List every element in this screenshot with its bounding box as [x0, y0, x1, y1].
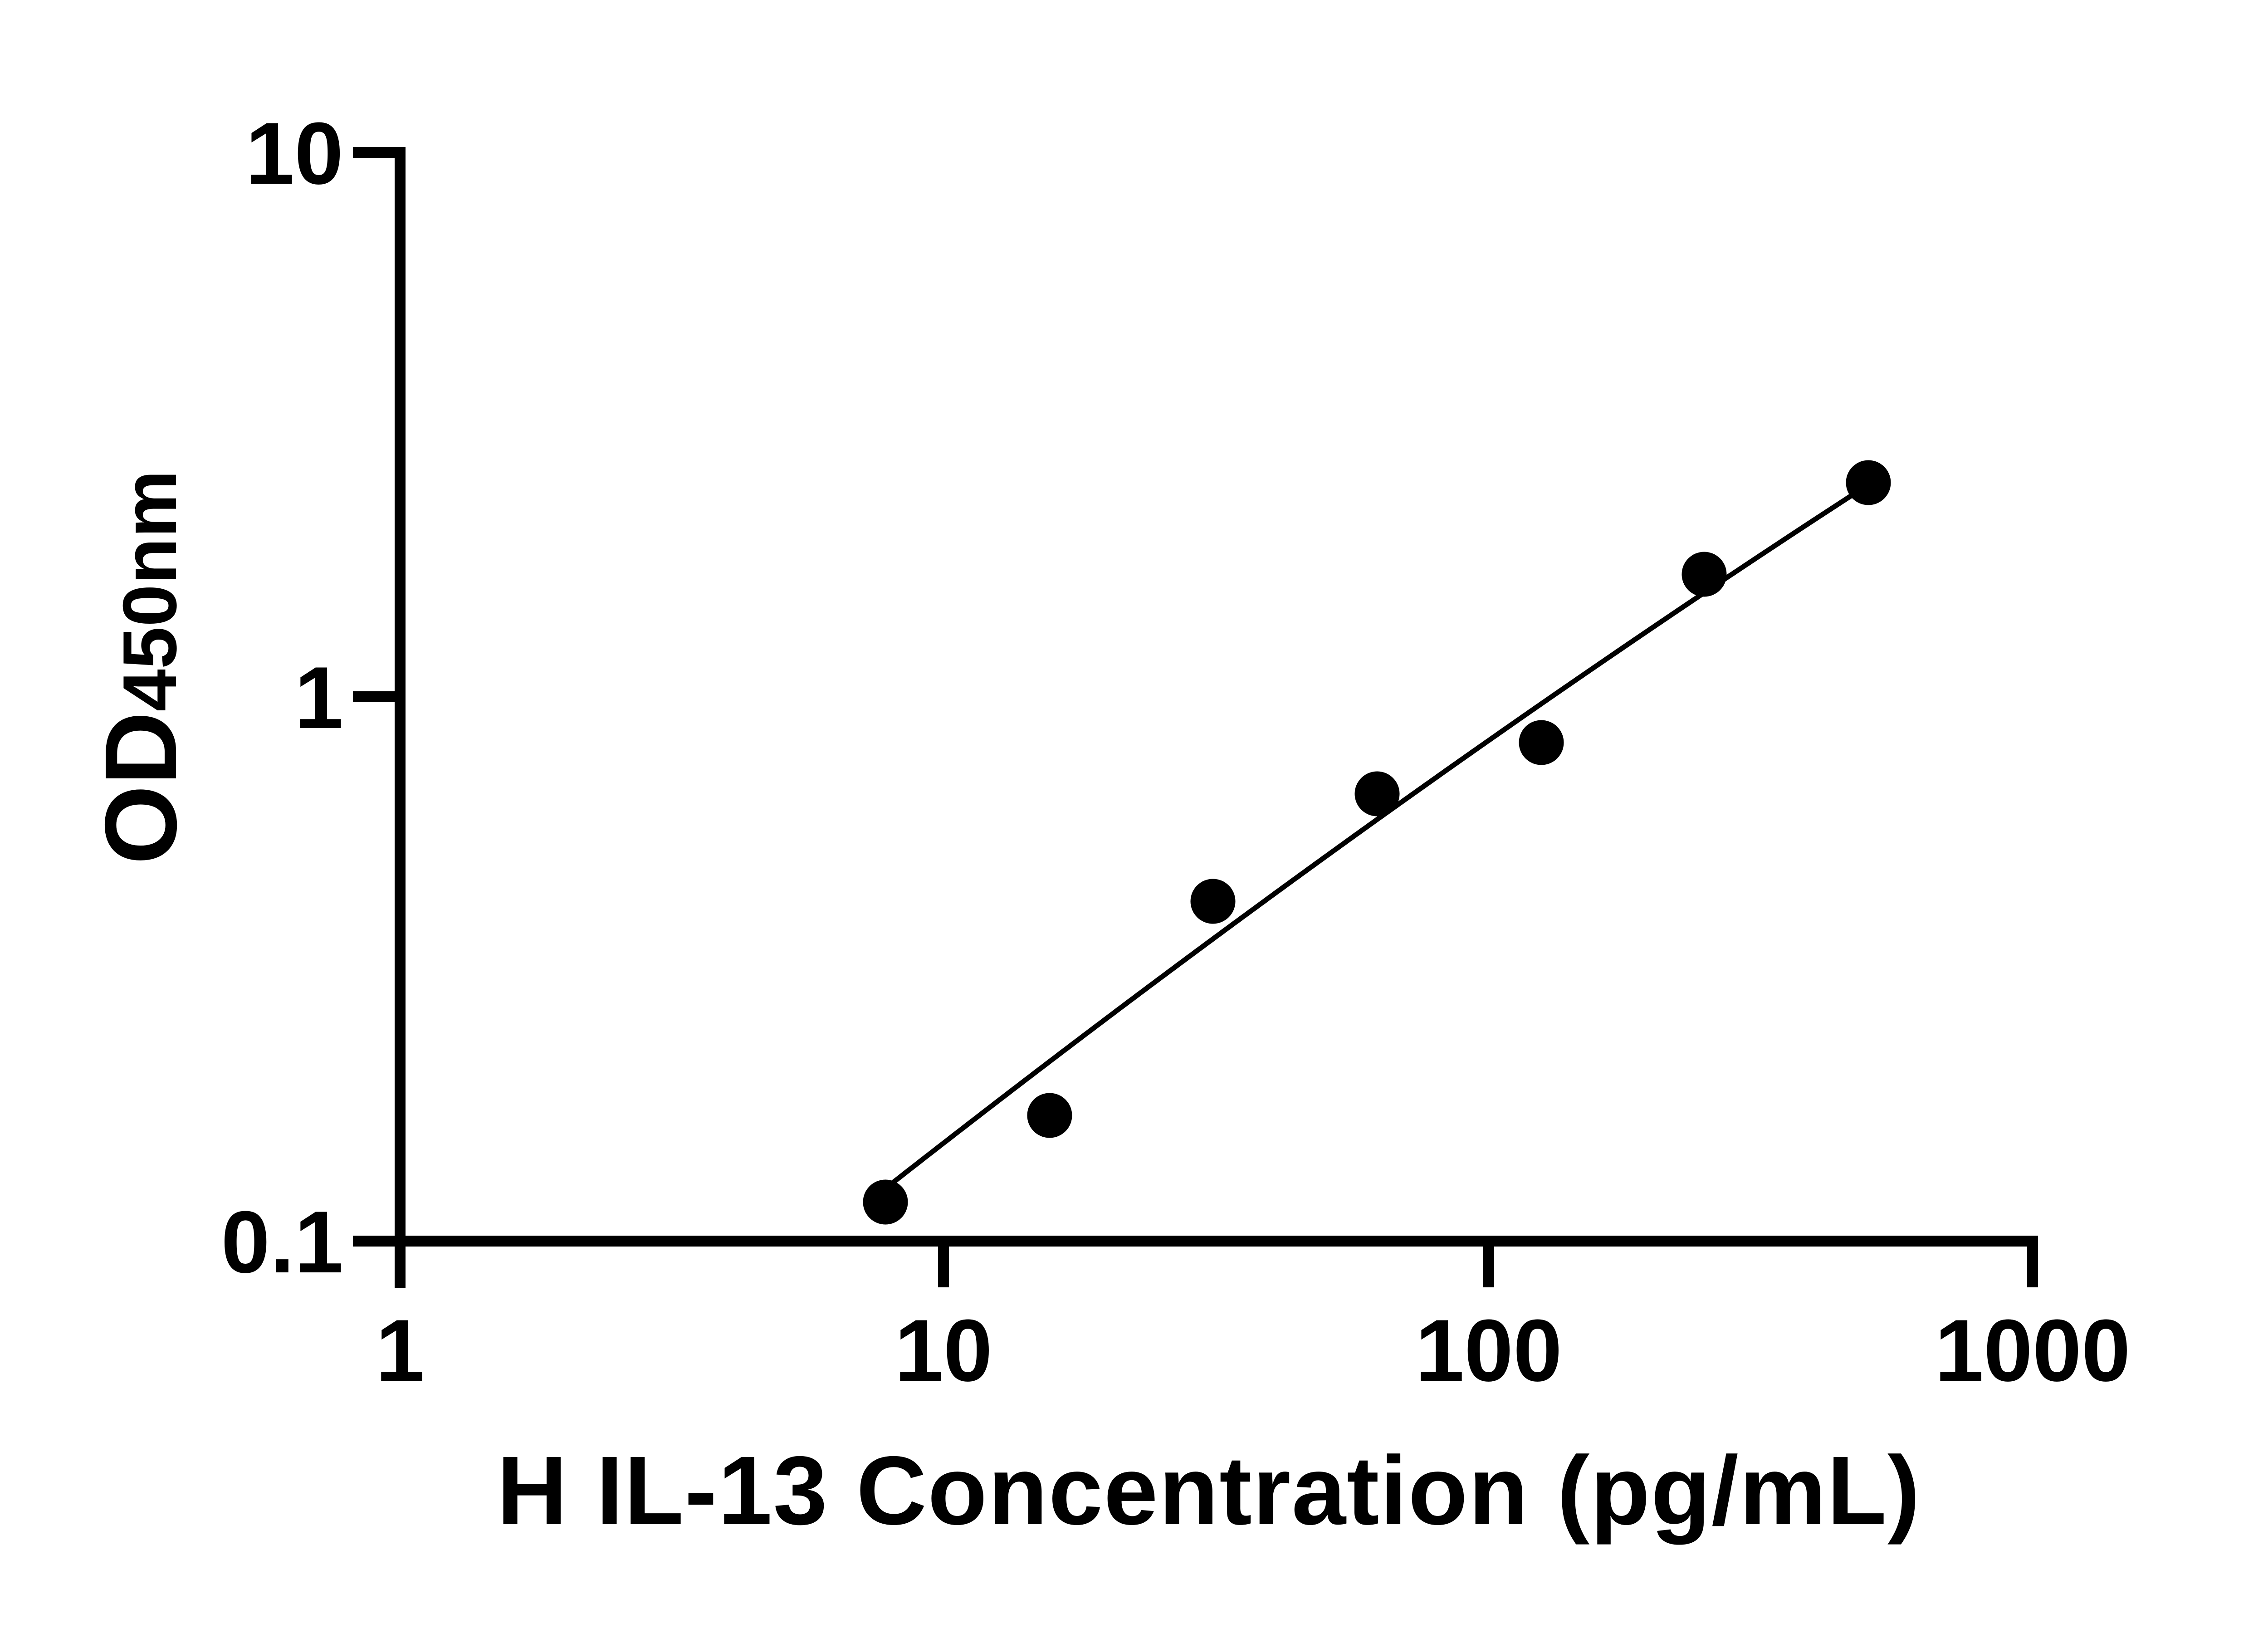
svg-text:1000: 1000 [1935, 1301, 2131, 1400]
svg-text:100: 100 [1415, 1301, 1562, 1400]
svg-text:10: 10 [245, 104, 343, 203]
svg-text:1: 1 [376, 1301, 425, 1400]
svg-text:1: 1 [294, 649, 343, 747]
svg-text:OD450nm: OD450nm [83, 470, 198, 865]
svg-text:H IL-13 Concentration (pg/mL): H IL-13 Concentration (pg/mL) [497, 1436, 1921, 1545]
svg-text:10: 10 [894, 1301, 992, 1400]
svg-text:0.1: 0.1 [221, 1193, 343, 1291]
